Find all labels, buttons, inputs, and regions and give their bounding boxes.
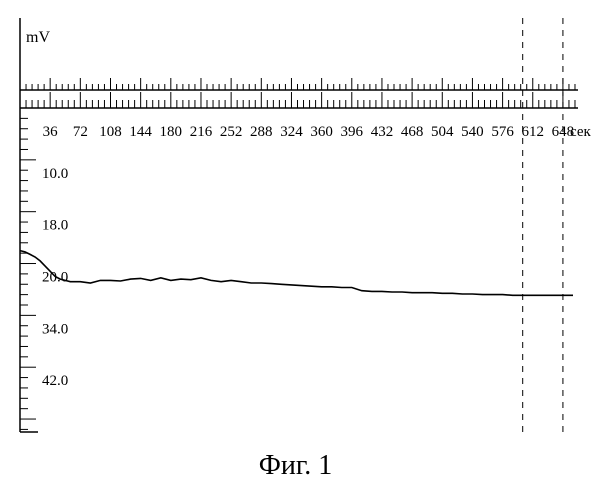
svg-text:20.0: 20.0 bbox=[42, 269, 68, 285]
svg-text:36: 36 bbox=[43, 124, 59, 140]
svg-text:468: 468 bbox=[401, 124, 424, 140]
svg-text:42.0: 42.0 bbox=[42, 373, 68, 389]
svg-text:216: 216 bbox=[190, 124, 213, 140]
figure-caption: Фиг. 1 bbox=[0, 450, 591, 482]
svg-text:540: 540 bbox=[461, 124, 484, 140]
svg-text:396: 396 bbox=[341, 124, 364, 140]
svg-text:252: 252 bbox=[220, 124, 243, 140]
svg-text:324: 324 bbox=[280, 124, 303, 140]
svg-text:288: 288 bbox=[250, 124, 273, 140]
svg-text:mV: mV bbox=[26, 29, 50, 46]
svg-text:34.0: 34.0 bbox=[42, 321, 68, 337]
svg-text:18.0: 18.0 bbox=[42, 218, 68, 234]
svg-text:72: 72 bbox=[73, 124, 88, 140]
svg-text:432: 432 bbox=[371, 124, 394, 140]
svg-text:144: 144 bbox=[129, 124, 152, 140]
svg-text:сек.: сек. bbox=[570, 124, 591, 140]
svg-text:576: 576 bbox=[491, 124, 514, 140]
svg-text:180: 180 bbox=[160, 124, 183, 140]
svg-text:612: 612 bbox=[522, 124, 545, 140]
svg-text:108: 108 bbox=[99, 124, 122, 140]
svg-text:360: 360 bbox=[310, 124, 333, 140]
chart-svg: 36 72 108 144 180 216 252 288 324 360 396 432 468 504… bbox=[0, 0, 591, 470]
svg-text:10.0: 10.0 bbox=[42, 166, 68, 182]
chart-figure: 36 72 108 144 180 216 252 288 324 360 396 432 468 504… bbox=[0, 0, 591, 500]
svg-text:504: 504 bbox=[431, 124, 454, 140]
